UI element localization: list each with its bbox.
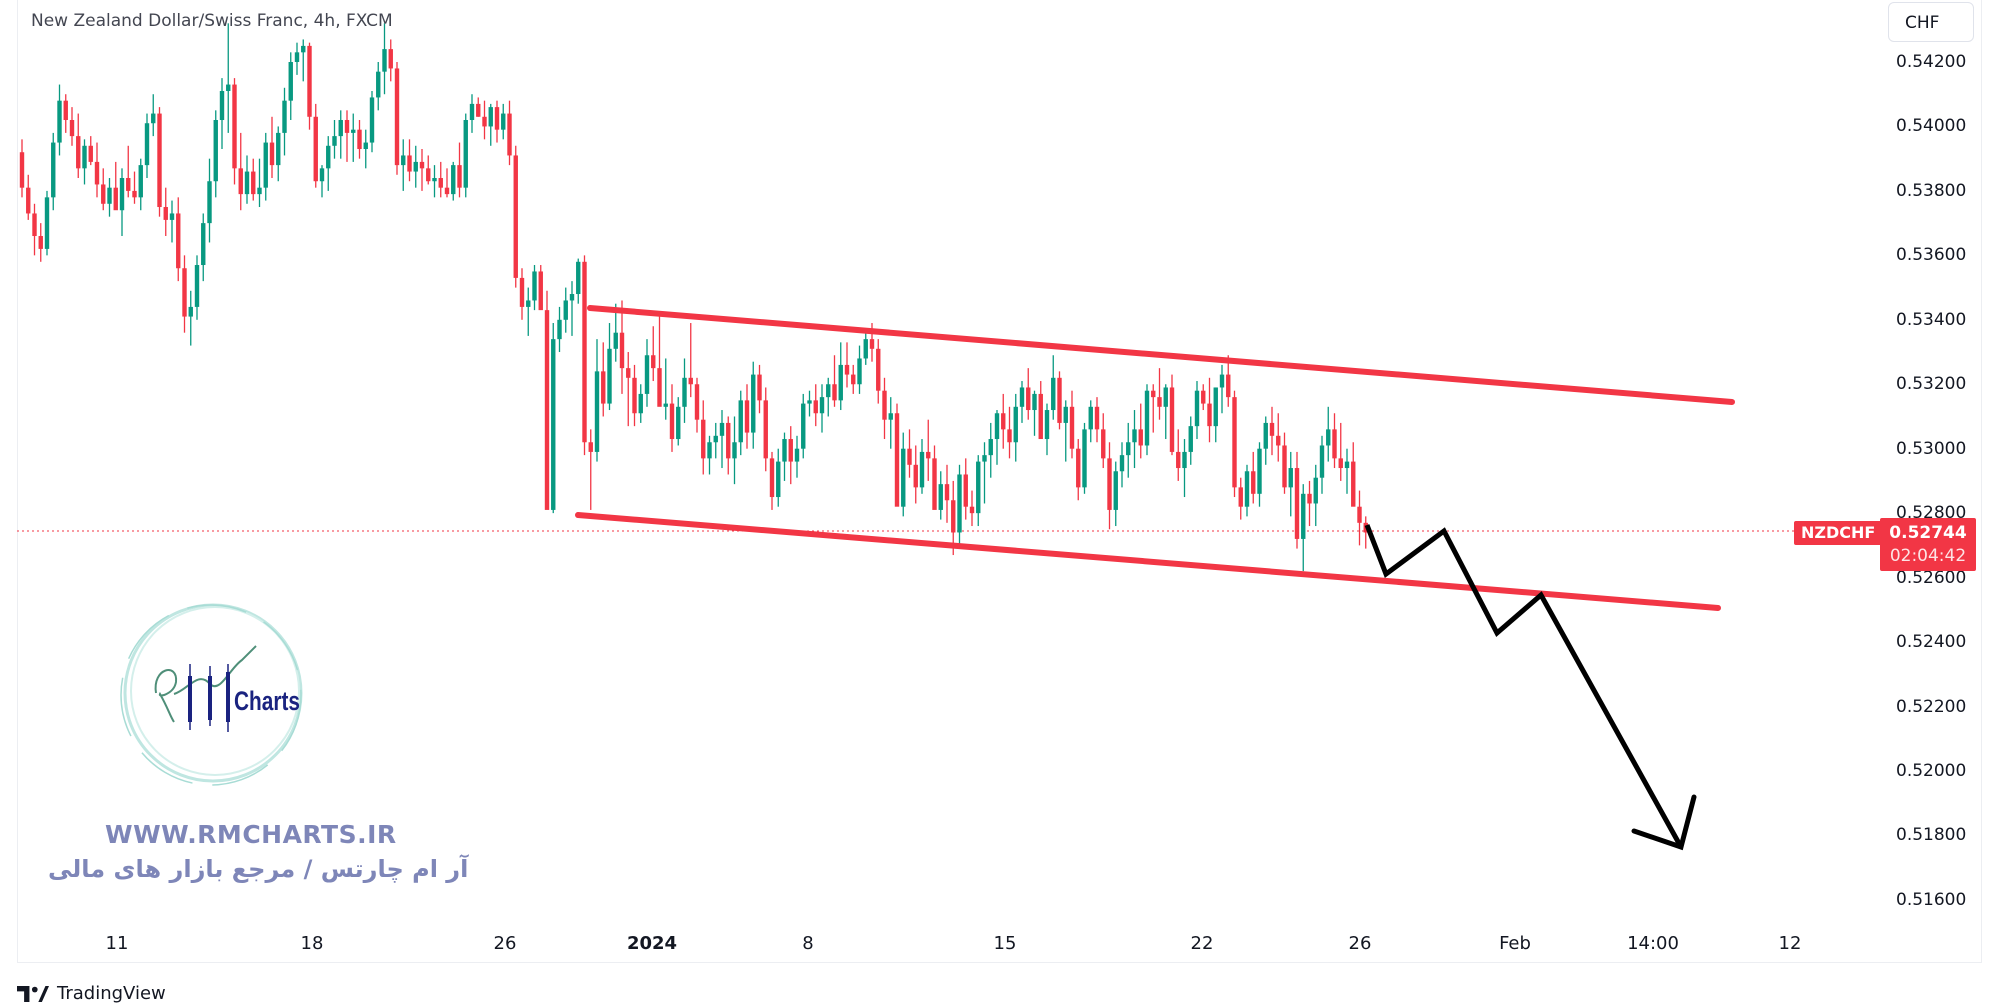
price-tick-label: 0.53000: [1896, 438, 1967, 459]
time-tick-label: Feb: [1499, 933, 1531, 954]
tradingview-brand-text: TradingView: [57, 983, 166, 1004]
tradingview-footer[interactable]: TradingView: [17, 983, 166, 1004]
time-tick-label: 12: [1778, 933, 1802, 954]
tradingview-logo-icon: [17, 985, 49, 1002]
price-tick-label: 0.54000: [1896, 116, 1967, 137]
time-tick-label: 14:00: [1627, 933, 1679, 954]
time-tick-label: 26: [1348, 933, 1372, 954]
rmcharts-logo: Charts: [120, 603, 303, 786]
price-tick-label: 0.53200: [1896, 374, 1967, 395]
symbol-label: NZDCHF: [1794, 521, 1883, 545]
channel-lower-trendline[interactable]: [575, 512, 1721, 611]
arrow-head-icon: [1631, 794, 1697, 851]
time-tick-label: 15: [993, 933, 1017, 954]
channel-upper-trendline[interactable]: [587, 305, 1735, 405]
price-tick-label: 0.51600: [1896, 889, 1967, 910]
price-tick-label: 0.51800: [1896, 825, 1967, 846]
price-tick-label: 0.54200: [1896, 52, 1967, 72]
chart-frame: [17, 0, 1982, 963]
time-tick-label: 22: [1190, 933, 1214, 954]
price-tick-label: 0.53600: [1896, 245, 1967, 266]
time-tick-label: 8: [802, 933, 814, 954]
chart-title: New Zealand Dollar/Swiss Franc, 4h, FXCM: [31, 11, 393, 31]
currency-selector[interactable]: CHF: [1888, 2, 1974, 42]
time-tick-label: 2024: [626, 933, 678, 954]
projection-zigzag-path[interactable]: [1364, 524, 1684, 849]
time-tick-label: 26: [493, 933, 517, 954]
price-tick-label: 0.52200: [1896, 696, 1967, 717]
price-tick-label: 0.53800: [1896, 180, 1967, 201]
candlestick-series: [19, 23, 1368, 572]
brand-website-url: WWW.RMCHARTS.IR: [105, 820, 397, 849]
price-tick-label: 0.52000: [1896, 760, 1967, 781]
bar-countdown: 02:04:42: [1889, 546, 1967, 566]
brand-tagline: آر ام چارتس / مرجع بازار های مالی: [48, 855, 469, 883]
logo-text: Charts: [234, 686, 300, 716]
price-tick-label: 0.52400: [1896, 632, 1967, 653]
price-tick-label: 0.52600: [1896, 567, 1967, 588]
time-tick-label: 11: [105, 933, 129, 954]
last-price-value: 0.52744: [1889, 523, 1967, 543]
last-price-badge: 0.52744 02:04:42: [1880, 518, 1976, 571]
price-tick-label: 0.53400: [1896, 309, 1967, 330]
time-tick-label: 18: [300, 933, 324, 954]
